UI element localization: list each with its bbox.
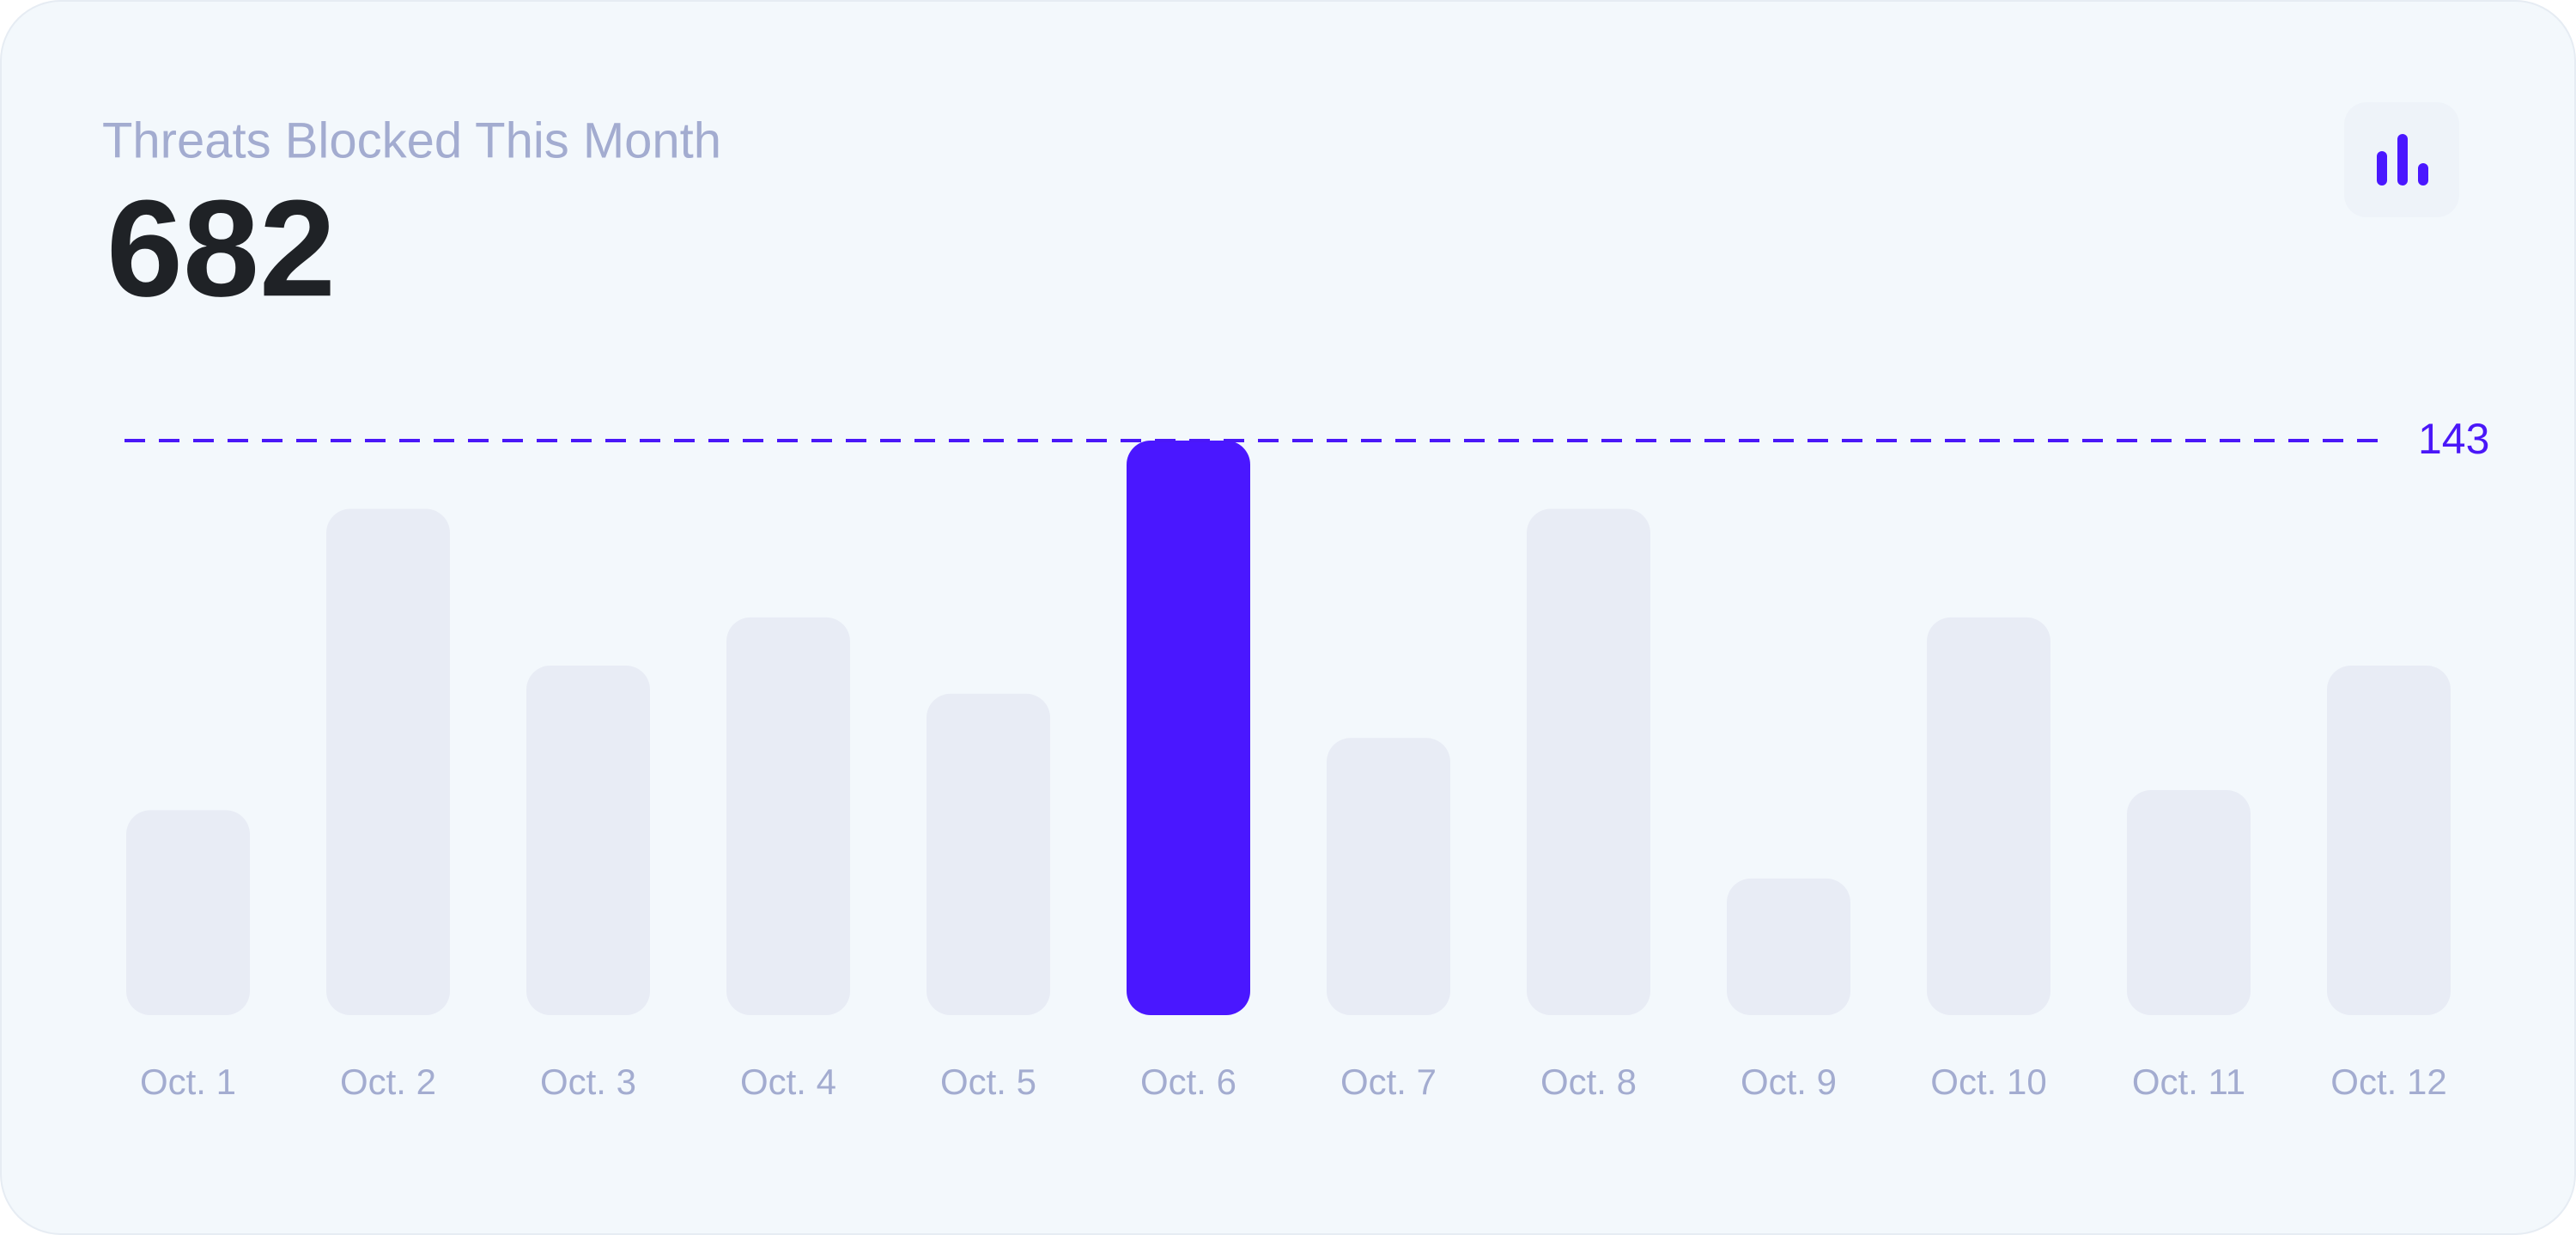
reference-label: 143 xyxy=(2418,415,2489,463)
bar xyxy=(1727,878,1850,1015)
icon-bar xyxy=(2377,151,2387,186)
bar xyxy=(326,508,450,1015)
x-tick-label: Oct. 5 xyxy=(940,1062,1036,1102)
x-tick-label: Oct. 7 xyxy=(1340,1062,1437,1102)
x-tick-label: Oct. 3 xyxy=(540,1062,636,1102)
x-tick-label: Oct. 4 xyxy=(740,1062,836,1102)
bar xyxy=(1927,617,2050,1015)
x-tick-label: Oct. 9 xyxy=(1741,1062,1837,1102)
x-tick-label: Oct. 2 xyxy=(340,1062,436,1102)
bar xyxy=(726,617,850,1015)
bar xyxy=(927,693,1050,1015)
x-tick-label: Oct. 10 xyxy=(1930,1062,2046,1102)
x-tick-label: Oct. 8 xyxy=(1540,1062,1637,1102)
bar xyxy=(1527,508,1650,1015)
bar xyxy=(1327,738,1450,1015)
bar xyxy=(2327,665,2451,1015)
bar xyxy=(2127,790,2251,1015)
chart-icon-button[interactable] xyxy=(2344,102,2459,217)
x-tick-label: Oct. 12 xyxy=(2330,1062,2446,1102)
x-tick-label: Oct. 6 xyxy=(1140,1062,1236,1102)
bar xyxy=(1127,441,1250,1015)
total-value: 682 xyxy=(106,171,336,325)
icon-bar xyxy=(2418,163,2428,186)
bar xyxy=(126,810,250,1015)
icon-bar xyxy=(2397,134,2408,186)
x-tick-label: Oct. 1 xyxy=(140,1062,236,1102)
bar xyxy=(526,665,650,1015)
card-title: Threats Blocked This Month xyxy=(102,113,721,168)
x-tick-label: Oct. 11 xyxy=(2132,1062,2245,1102)
